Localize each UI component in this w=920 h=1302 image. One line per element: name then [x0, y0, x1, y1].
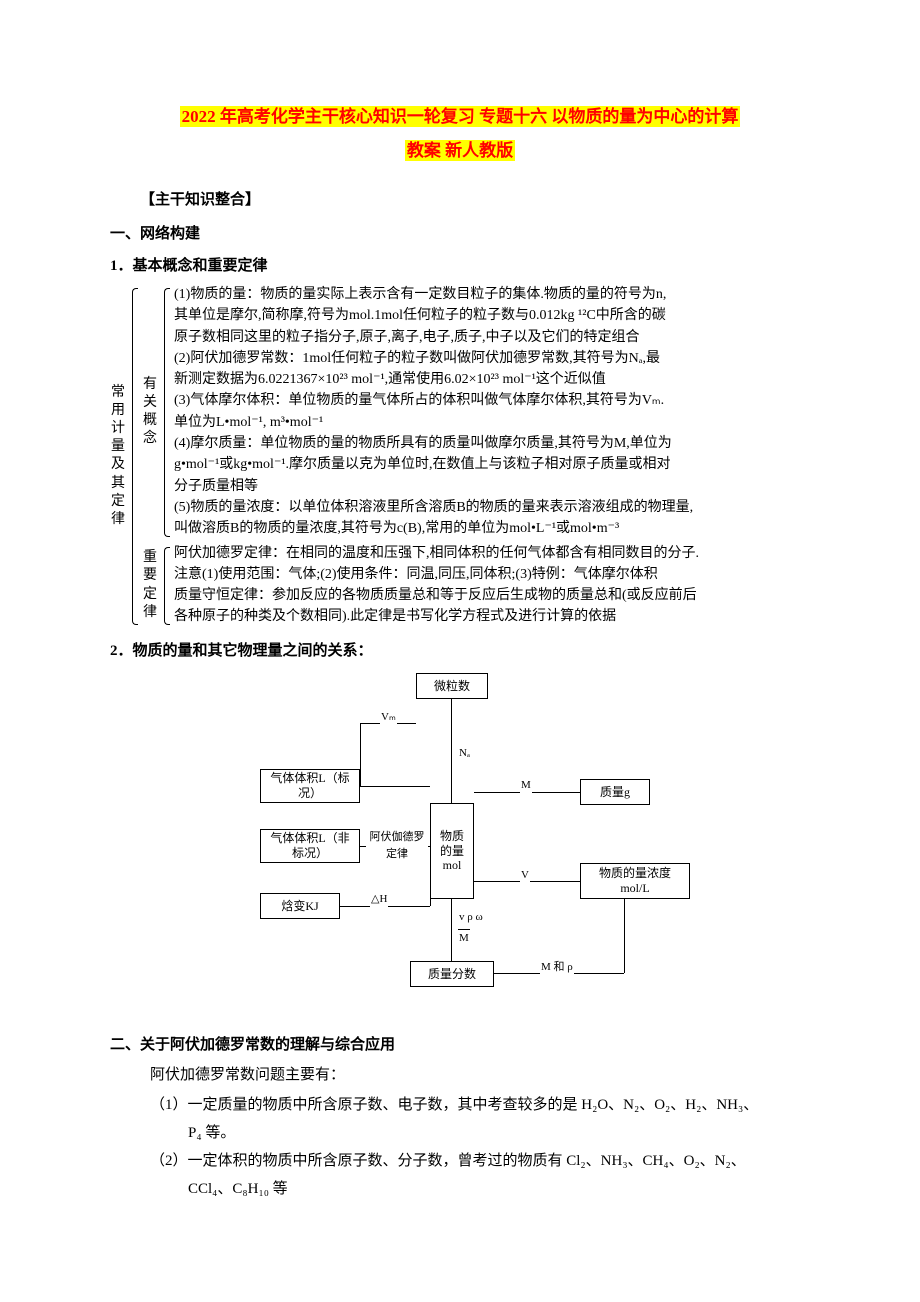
concept-text: (1)物质的量：物质的量实际上表示含有一定数目粒子的集体.物质的量的符号为n, …	[172, 284, 810, 541]
edge-avd-label: 阿伏伽德罗定律	[366, 829, 428, 864]
mid1-brace	[160, 284, 170, 541]
heading-network: 一、网络构建	[110, 222, 810, 246]
mid2-brace	[160, 543, 170, 629]
outer-vlabel: 常用计量及其定律	[110, 284, 126, 629]
avd-item-2b: CCl₄、C₈H₁₀ 等	[188, 1177, 810, 1201]
edge-top-label: Nₐ	[458, 745, 471, 763]
relation-diagram: 物质的量mol 微粒数 Nₐ 质量g M 物质的量浓度mol/L V 气体体积L…	[220, 673, 700, 1013]
doc-title-1: 2022 年高考化学主干核心知识一轮复习 专题十六 以物质的量为中心的计算	[180, 106, 741, 127]
doc-title-2: 教案 新人教版	[405, 140, 515, 161]
outer-brace	[128, 284, 138, 629]
node-mass: 质量g	[580, 779, 650, 805]
edge-conc-label: V	[520, 867, 530, 885]
edge-enthalpy-v	[430, 899, 431, 906]
heading-basic: 1．基本概念和重要定律	[110, 254, 810, 278]
mid1-vlabel: 有关概念	[142, 284, 158, 541]
avd-intro: 阿伏加德罗常数问题主要有：	[150, 1063, 810, 1087]
mid2-vlabel: 重要定律	[142, 543, 158, 629]
node-enthalpy: 焓变KJ	[260, 893, 340, 919]
node-gas-nonstd: 气体体积L（非标况）	[260, 829, 360, 863]
edge-vm-label: Vₘ	[380, 709, 397, 727]
concept-brace-block: 常用计量及其定律 有关概念 (1)物质的量：物质的量实际上表示含有一定数目粒子的…	[110, 284, 810, 629]
node-top: 微粒数	[416, 673, 488, 699]
edge-dh-label: △H	[370, 891, 388, 909]
edge-mrho-label: M 和 ρ	[540, 959, 574, 977]
edge-bottom-label2: M	[458, 929, 470, 948]
node-conc: 物质的量浓度mol/L	[580, 863, 690, 899]
edge-gas-std-to-center	[360, 786, 430, 787]
section-label: 【主干知识整合】	[140, 188, 810, 212]
node-massfrac: 质量分数	[410, 961, 494, 987]
avd-item-1b: P₄ 等。	[188, 1121, 810, 1145]
avd-item-2: （2）一定体积的物质中所含原子数、分子数，曾考过的物质有 Cl₂、NH₃、CH₄…	[150, 1149, 810, 1173]
avd-item-1: （1）一定质量的物质中所含原子数、电子数，其中考查较多的是 H₂O、N₂、O₂、…	[150, 1093, 810, 1117]
heading-relation: 2．物质的量和其它物理量之间的关系：	[110, 639, 810, 663]
node-gas-std: 气体体积L（标况）	[260, 769, 360, 803]
edge-bottom-label1: v ρ ω	[458, 909, 484, 927]
edge-gas-std-v	[360, 723, 361, 786]
heading-avogadro: 二、关于阿伏加德罗常数的理解与综合应用	[110, 1033, 810, 1057]
edge-frac-conc-v	[624, 899, 625, 973]
edge-bottom	[451, 899, 452, 961]
edge-mass-label: M	[520, 777, 532, 795]
edge-top	[451, 699, 452, 803]
node-center: 物质的量mol	[430, 803, 474, 899]
law-text: 阿伏加德罗定律：在相同的温度和压强下,相同体积的任何气体都含有相同数目的分子. …	[172, 543, 810, 629]
